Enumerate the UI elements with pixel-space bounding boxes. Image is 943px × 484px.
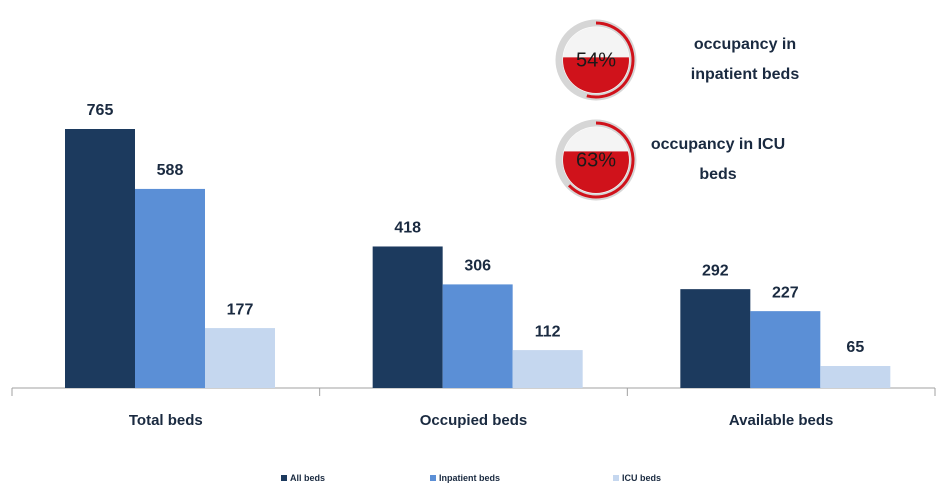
gauge-label: beds bbox=[699, 166, 736, 183]
value-label: 177 bbox=[227, 301, 254, 318]
bar bbox=[820, 365, 891, 388]
value-label: 306 bbox=[464, 258, 491, 275]
legend-label: Inpatient beds bbox=[439, 473, 500, 483]
x-tick-label: Available beds bbox=[729, 412, 834, 429]
value-label: 65 bbox=[846, 339, 864, 356]
bar bbox=[65, 129, 135, 388]
bar bbox=[512, 350, 583, 388]
value-label: 112 bbox=[535, 323, 561, 340]
x-tick-label: Occupied beds bbox=[420, 412, 528, 429]
value-label: 765 bbox=[87, 102, 114, 119]
gauge-label: occupancy in ICU bbox=[651, 136, 785, 153]
legend-swatch bbox=[613, 475, 619, 481]
legend-swatch bbox=[430, 475, 436, 481]
gauge-arc bbox=[567, 121, 635, 199]
value-label: 292 bbox=[702, 262, 729, 279]
gauge-value: 54% bbox=[576, 49, 616, 71]
bar bbox=[205, 328, 275, 388]
legend-swatch bbox=[281, 475, 287, 481]
bar bbox=[680, 289, 751, 388]
bar bbox=[442, 284, 513, 388]
bar bbox=[135, 188, 205, 388]
gauge-arc bbox=[586, 21, 635, 99]
bar bbox=[372, 246, 443, 388]
gauge-label: inpatient beds bbox=[691, 66, 800, 83]
gauge-value: 63% bbox=[576, 149, 616, 171]
legend-label: All beds bbox=[290, 473, 325, 483]
legend-label: ICU beds bbox=[622, 473, 661, 483]
value-label: 588 bbox=[157, 162, 184, 179]
bar bbox=[750, 311, 821, 388]
value-label: 227 bbox=[772, 284, 799, 301]
x-tick-label: Total beds bbox=[129, 412, 203, 429]
value-label: 418 bbox=[394, 220, 421, 237]
gauge-label: occupancy in bbox=[694, 36, 796, 53]
